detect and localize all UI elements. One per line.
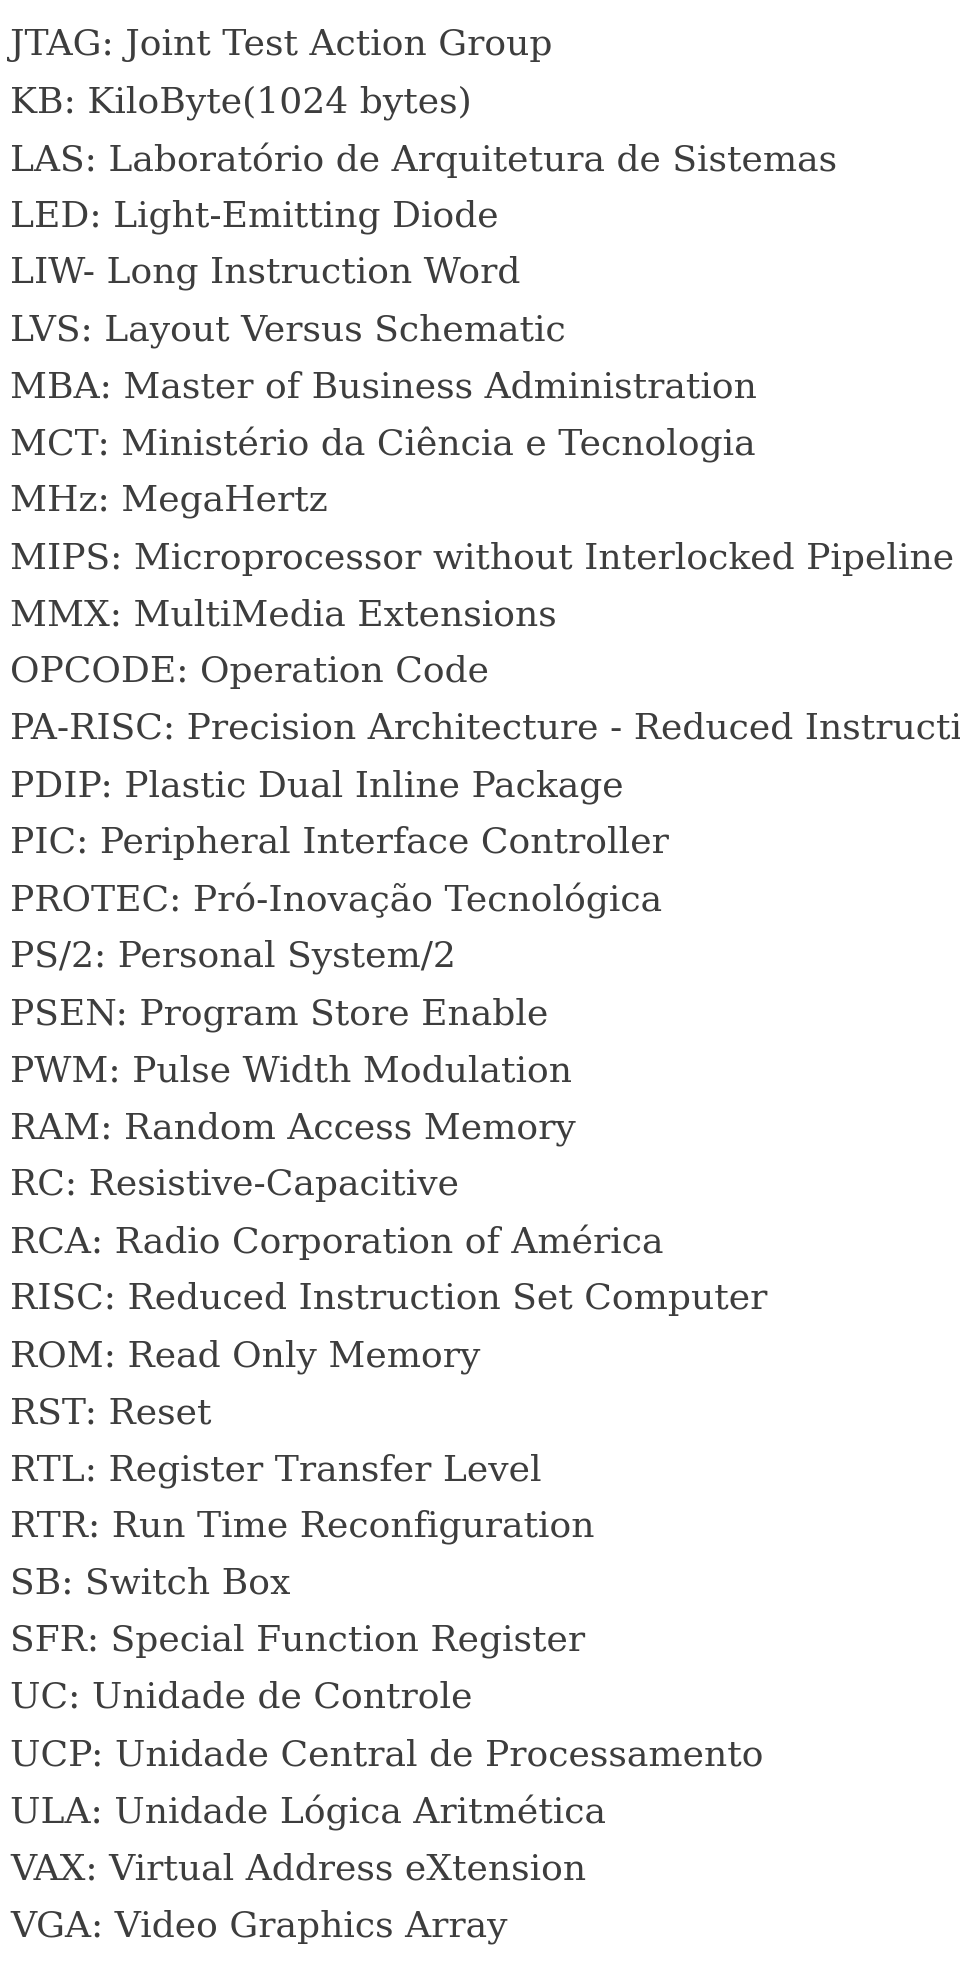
Text: KB: KiloByte(1024 bytes): KB: KiloByte(1024 bytes) <box>10 85 471 119</box>
Text: MHz: MegaHertz: MHz: MegaHertz <box>10 483 327 519</box>
Text: MCT: Ministério da Ciência e Tecnologia: MCT: Ministério da Ciência e Tecnologia <box>10 428 756 463</box>
Text: RCA: Radio Corporation of América: RCA: Radio Corporation of América <box>10 1226 663 1261</box>
Text: PROTEC: Pró-Inovação Tecnológica: PROTEC: Pró-Inovação Tecnológica <box>10 883 662 919</box>
Text: ULA: Unidade Lógica Aritmética: ULA: Unidade Lógica Aritmética <box>10 1796 606 1832</box>
Text: UCP: Unidade Central de Processamento: UCP: Unidade Central de Processamento <box>10 1738 763 1772</box>
Text: OPCODE: Operation Code: OPCODE: Operation Code <box>10 655 489 689</box>
Text: RST: Reset: RST: Reset <box>10 1396 211 1430</box>
Text: PIC: Peripheral Interface Controller: PIC: Peripheral Interface Controller <box>10 826 669 859</box>
Text: MMX: MultiMedia Extensions: MMX: MultiMedia Extensions <box>10 598 557 632</box>
Text: LED: Light-Emitting Diode: LED: Light-Emitting Diode <box>10 200 498 234</box>
Text: RAM: Random Access Memory: RAM: Random Access Memory <box>10 1111 576 1146</box>
Text: RC: Resistive-Capacitive: RC: Resistive-Capacitive <box>10 1168 459 1202</box>
Text: PWM: Pulse Width Modulation: PWM: Pulse Width Modulation <box>10 1053 572 1087</box>
Text: LIW- Long Instruction Word: LIW- Long Instruction Word <box>10 255 520 291</box>
Text: PDIP: Plastic Dual Inline Package: PDIP: Plastic Dual Inline Package <box>10 768 624 804</box>
Text: SFR: Special Function Register: SFR: Special Function Register <box>10 1624 586 1659</box>
Text: MIPS: Microprocessor without Interlocked Pipeline Stages: MIPS: Microprocessor without Interlocked… <box>10 541 960 576</box>
Text: RISC: Reduced Instruction Set Computer: RISC: Reduced Instruction Set Computer <box>10 1281 767 1317</box>
Text: ROM: Read Only Memory: ROM: Read Only Memory <box>10 1338 480 1374</box>
Text: VGA: Video Graphics Array: VGA: Video Graphics Array <box>10 1909 508 1944</box>
Text: LVS: Layout Versus Schematic: LVS: Layout Versus Schematic <box>10 313 565 348</box>
Text: SB: Switch Box: SB: Switch Box <box>10 1566 291 1602</box>
Text: PA-RISC: Precision Architecture - Reduced Instruction Set Computer: PA-RISC: Precision Architecture - Reduce… <box>10 713 960 746</box>
Text: JTAG: Joint Test Action Group: JTAG: Joint Test Action Group <box>10 28 553 61</box>
Text: RTL: Register Transfer Level: RTL: Register Transfer Level <box>10 1453 541 1487</box>
Text: LAS: Laboratório de Arquitetura de Sistemas: LAS: Laboratório de Arquitetura de Siste… <box>10 143 837 178</box>
Text: UC: Unidade de Controle: UC: Unidade de Controle <box>10 1681 472 1715</box>
Text: PS/2: Personal System/2: PS/2: Personal System/2 <box>10 940 456 974</box>
Text: RTR: Run Time Reconfiguration: RTR: Run Time Reconfiguration <box>10 1511 594 1544</box>
Text: MBA: Master of Business Administration: MBA: Master of Business Administration <box>10 370 756 404</box>
Text: VAX: Virtual Address eXtension: VAX: Virtual Address eXtension <box>10 1851 587 1887</box>
Text: PSEN: Program Store Enable: PSEN: Program Store Enable <box>10 998 548 1032</box>
